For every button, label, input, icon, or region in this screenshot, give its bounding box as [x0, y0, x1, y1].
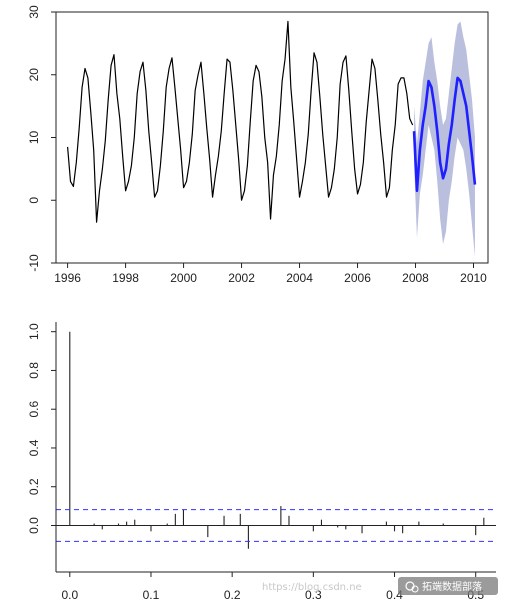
y-axis-top: -10 0 10 20 30 — [27, 5, 56, 272]
x-tick-label: 2006 — [344, 271, 371, 285]
y-tick-label: 0.6 — [27, 401, 41, 418]
y-tick-label: 30 — [27, 5, 41, 19]
x-tick-label: 2008 — [402, 271, 429, 285]
x-tick-label: 2002 — [228, 271, 255, 285]
acf-axis-lines — [55, 322, 496, 573]
y-tick-label: 1.0 — [27, 323, 41, 340]
y-axis-bottom: 0.0 0.2 0.4 0.6 0.8 1.0 — [27, 323, 56, 534]
acf-bars — [69, 331, 485, 549]
y-tick-label: 0.2 — [27, 478, 41, 495]
confidence-lines — [56, 509, 496, 542]
x-tick-label: 0.1 — [143, 588, 160, 602]
x-tick-label: 2004 — [286, 271, 313, 285]
x-tick-label: 1998 — [112, 271, 139, 285]
x-tick-label: 0.0 — [61, 588, 78, 602]
observed-series-line — [66, 20, 414, 223]
watermark-brand: 拓端数据部落 — [422, 580, 482, 593]
forecast-interval-band — [414, 21, 475, 257]
forecast-band-polygon — [414, 21, 475, 257]
y-tick-label: -10 — [27, 254, 41, 272]
x-tick-label: 0.2 — [224, 588, 241, 602]
forecast-series-line — [412, 76, 477, 193]
x-tick-label: 2010 — [460, 271, 487, 285]
watermark-badge — [398, 577, 498, 595]
wechat-icon — [405, 581, 419, 593]
y-tick-label: 10 — [27, 131, 41, 145]
x-tick-label: 1996 — [54, 271, 81, 285]
timeseries-panel: 1996 1998 2000 2002 2004 2006 2008 2010 -10 0 10 2… — [27, 5, 489, 285]
x-axis-top: 1996 1998 2000 2002 2004 2006 2008 2010 — [54, 263, 487, 285]
x-tick-label: 2000 — [170, 271, 197, 285]
watermark: https://blog.csdn.ne 拓端数据部落 — [262, 577, 498, 595]
x-tick-label: 0.3 — [305, 588, 322, 602]
y-tick-label: 0 — [27, 197, 41, 204]
y-tick-label: 0.8 — [27, 362, 41, 379]
acf-panel: 0.00.10.20.30.40.5 0.00.20.40.60.81.0 — [27, 322, 496, 602]
y-tick-label: 0.4 — [27, 439, 41, 456]
y-tick-label: 0.0 — [27, 517, 41, 534]
series-lines — [66, 20, 477, 223]
watermark-url: https://blog.csdn.ne — [262, 582, 362, 593]
y-tick-label: 20 — [27, 68, 41, 82]
